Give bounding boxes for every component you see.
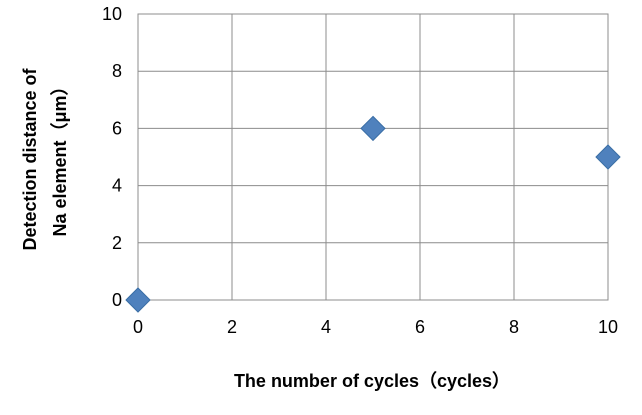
- y-tick-label: 0: [112, 290, 122, 310]
- x-tick-label: 4: [321, 317, 331, 337]
- x-tick-label: 8: [509, 317, 519, 337]
- plot-area-frame: [137, 13, 609, 301]
- y-axis-title-line-2: Na element（μm）: [50, 77, 70, 236]
- y-axis-title: Detection distance of Na element（μm）: [20, 63, 70, 250]
- x-axis-title: The number of cycles（cycles）: [234, 371, 510, 391]
- data-point-diamond: [360, 115, 386, 142]
- x-tick-label: 6: [415, 317, 425, 337]
- y-tick-label: 4: [112, 176, 122, 196]
- data-points: [125, 115, 621, 313]
- data-point-diamond: [595, 144, 621, 170]
- y-tick-label: 6: [112, 118, 122, 138]
- data-point-diamond: [125, 287, 151, 313]
- x-tick-label: 2: [227, 317, 237, 337]
- y-axis-tick-labels: 0 2 4 6 8 10: [102, 4, 122, 310]
- y-axis-title-line-1: Detection distance of: [20, 67, 40, 250]
- y-tick-label: 10: [102, 4, 122, 24]
- x-axis-tick-labels: 0 2 4 6 8 10: [133, 317, 618, 337]
- y-tick-label: 8: [112, 61, 122, 81]
- x-tick-label: 10: [598, 317, 618, 337]
- y-tick-label: 2: [112, 233, 122, 253]
- gridlines: [137, 13, 609, 301]
- x-tick-label: 0: [133, 317, 143, 337]
